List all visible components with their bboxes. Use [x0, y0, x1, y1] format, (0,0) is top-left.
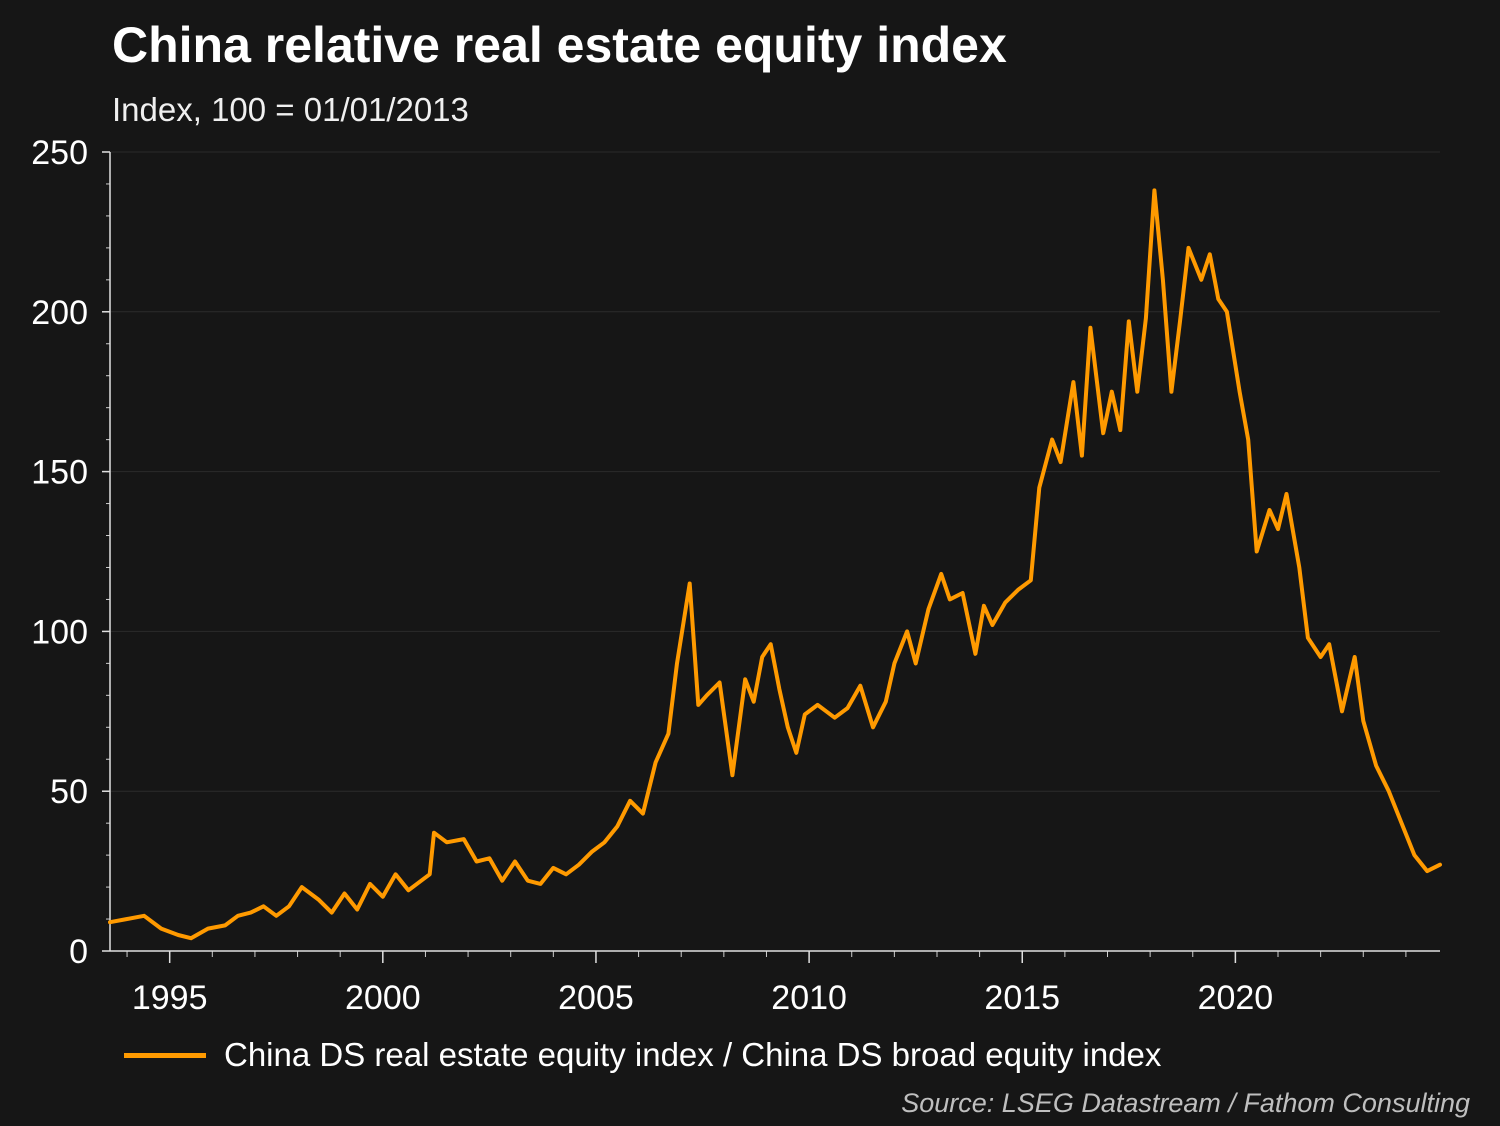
x-tick-label: 2020 — [1198, 979, 1274, 1017]
y-tick-label: 0 — [69, 933, 88, 971]
y-tick-label: 250 — [31, 134, 88, 172]
y-tick-label: 150 — [31, 454, 88, 492]
x-tick-label: 2000 — [345, 979, 421, 1017]
x-tick-label: 2015 — [984, 979, 1060, 1017]
x-tick-label: 2005 — [558, 979, 634, 1017]
chart-subtitle: Index, 100 = 01/01/2013 — [112, 91, 469, 128]
source-note: Source: LSEG Datastream / Fathom Consult… — [901, 1088, 1470, 1118]
legend: China DS real estate equity index / Chin… — [124, 1036, 1161, 1074]
legend-label: China DS real estate equity index / Chin… — [224, 1036, 1162, 1073]
chart-title: China relative real estate equity index — [112, 17, 1007, 73]
y-tick-label: 50 — [50, 773, 88, 811]
y-tick-label: 100 — [31, 613, 88, 651]
x-tick-label: 2010 — [771, 979, 847, 1017]
legend-swatch — [124, 1052, 206, 1058]
series-line — [108, 188, 1442, 941]
y-tick-label: 200 — [31, 294, 88, 332]
x-tick-label: 1995 — [132, 979, 208, 1017]
